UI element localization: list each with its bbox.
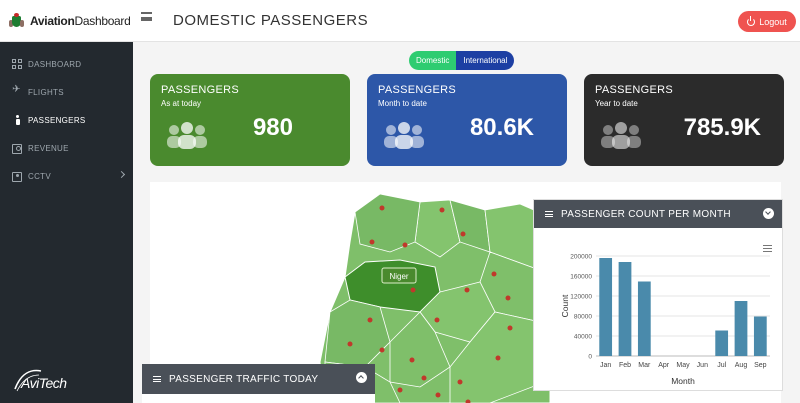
sidebar-item-cctv[interactable]: CCTV	[0, 162, 133, 190]
card-subtitle: As at today	[161, 99, 202, 108]
power-icon	[747, 15, 756, 26]
camera-icon	[12, 172, 22, 182]
toggle-international[interactable]: International	[456, 51, 515, 70]
y-tick-label: 40000	[574, 334, 592, 341]
x-tick-label: Feb	[619, 362, 631, 369]
list-icon	[545, 211, 553, 217]
download-icon[interactable]	[763, 208, 774, 219]
bar-jan	[599, 258, 613, 356]
bar-jul	[715, 330, 729, 356]
main-content: Domestic International PASSENGERS As at …	[133, 42, 800, 403]
menu-toggle-icon[interactable]	[141, 12, 152, 21]
brand[interactable]: AviationDashboard	[0, 0, 133, 42]
card-subtitle: Year to date	[595, 99, 638, 108]
panel-title: PASSENGER COUNT PER MONTH	[561, 208, 731, 220]
panel-header: PASSENGER COUNT PER MONTH	[534, 200, 782, 228]
people-icon	[601, 122, 641, 149]
person-icon	[12, 115, 22, 125]
x-tick-label: Apr	[658, 362, 670, 369]
x-tick-label: May	[676, 362, 690, 369]
people-icon	[384, 122, 424, 149]
sidebar-item-label: FLIGHTS	[28, 87, 64, 97]
card-subtitle: Month to date	[378, 99, 427, 108]
toggle-domestic[interactable]: Domestic	[409, 51, 457, 70]
sidebar-item-dashboard[interactable]: DASHBOARD	[0, 50, 133, 78]
panel-title: PASSENGER TRAFFIC TODAY	[169, 373, 319, 385]
x-tick-label: Mar	[638, 362, 651, 369]
sidebar-item-flights[interactable]: FLIGHTS	[0, 78, 133, 106]
x-axis-label: Month	[671, 376, 695, 386]
sidebar-item-label: CCTV	[28, 171, 51, 181]
avitech-swoosh-icon	[14, 369, 42, 392]
chart-menu-icon[interactable]	[763, 245, 772, 252]
x-tick-label: Jul	[717, 362, 726, 369]
bar-feb	[618, 262, 632, 356]
card-value: 80.6K	[469, 114, 534, 141]
panel-header: PASSENGER TRAFFIC TODAY	[142, 364, 375, 394]
y-tick-label: 80000	[574, 314, 592, 321]
sidebar-item-revenue[interactable]: REVENUE	[0, 134, 133, 162]
y-tick-label: 200000	[570, 254, 592, 261]
stat-card-today: PASSENGERS As at today 980	[150, 74, 350, 166]
sidebar: DASHBOARD FLIGHTS PASSENGERS REVENUE CCT…	[0, 42, 133, 403]
stat-card-year: PASSENGERS Year to date 785.9K	[584, 74, 784, 166]
avitech-text: AviTech	[21, 375, 67, 391]
list-icon	[153, 376, 161, 382]
brand-name: AviationDashboard	[30, 14, 131, 28]
avitech-logo: AviTech	[13, 367, 93, 395]
x-tick-label: Sep	[754, 362, 767, 369]
x-tick-label: Jun	[697, 362, 708, 369]
x-tick-label: Aug	[735, 362, 748, 369]
card-value: 980	[252, 114, 293, 141]
people-icon	[167, 122, 207, 149]
passenger-bar-chart: 0 40000 80000 120000 160000 200000 Jan Feb Mar Ap…	[560, 254, 770, 386]
passenger-count-panel: PASSENGER COUNT PER MONTH 0 40000 80000 120…	[533, 199, 783, 391]
y-tick-label: 120000	[570, 294, 592, 301]
map-tooltip-label: Niger	[389, 272, 408, 281]
y-tick-label: 0	[588, 354, 592, 361]
chevron-right-icon	[117, 170, 126, 179]
card-value: 785.9K	[683, 114, 761, 141]
sidebar-item-label: DASHBOARD	[28, 59, 82, 69]
stat-card-month: PASSENGERS Month to date 80.6K	[367, 74, 567, 166]
card-title: PASSENGERS	[378, 84, 456, 96]
dashboard-icon	[12, 59, 22, 69]
money-icon	[12, 143, 22, 154]
card-title: PASSENGERS	[161, 84, 239, 96]
bar-sep	[753, 316, 767, 356]
top-header: AviationDashboard DOMESTIC PASSENGERS Lo…	[0, 0, 800, 42]
coat-of-arms-icon	[9, 12, 24, 30]
bar-mar	[637, 281, 651, 356]
sidebar-item-label: PASSENGERS	[28, 115, 86, 125]
plane-icon	[12, 84, 22, 97]
domestic-international-toggle: Domestic International	[409, 51, 515, 70]
y-axis-label: Count	[560, 294, 570, 317]
passenger-traffic-panel: PASSENGER TRAFFIC TODAY	[142, 364, 375, 403]
bar-aug	[734, 301, 748, 356]
map-tooltip-box	[381, 267, 417, 284]
logout-label: Logout	[759, 16, 787, 27]
sidebar-item-passengers[interactable]: PASSENGERS	[0, 106, 133, 134]
y-tick-label: 160000	[570, 274, 592, 281]
page-title: DOMESTIC PASSENGERS	[173, 12, 369, 29]
x-tick-label: Jan	[600, 362, 611, 369]
collapse-up-icon[interactable]	[356, 372, 367, 383]
logout-button[interactable]: Logout	[738, 11, 796, 32]
sidebar-item-label: REVENUE	[28, 143, 69, 153]
card-title: PASSENGERS	[595, 84, 673, 96]
